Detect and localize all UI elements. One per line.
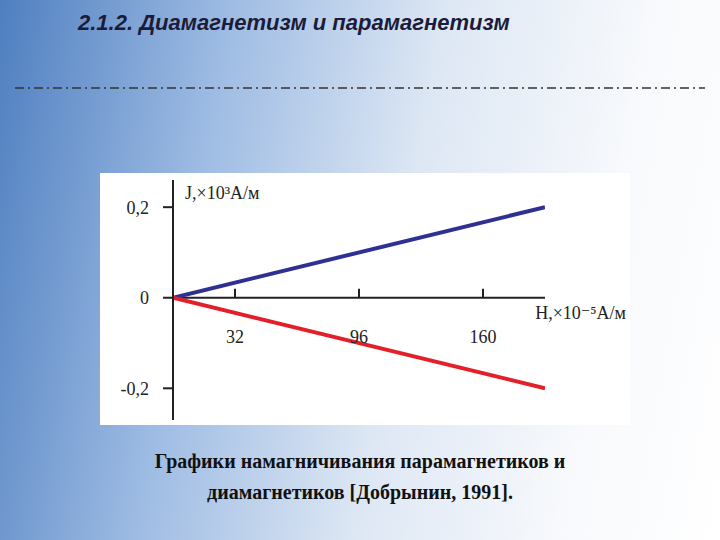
svg-text:96: 96	[350, 327, 368, 347]
svg-text:32: 32	[226, 327, 244, 347]
svg-text:0,2: 0,2	[127, 198, 150, 218]
html-text:J,×10³A/м: J,×10³A/м	[185, 183, 260, 203]
html-text:H,×10⁻⁵A/м: H,×10⁻⁵A/м	[535, 302, 626, 323]
svg-text:-0,2: -0,2	[121, 379, 150, 399]
html-text:2.1.2. Диамагнетизм и парамагн: 2.1.2. Диамагнетизм и парамагнетизм	[78, 10, 510, 35]
svg-text:0: 0	[140, 288, 149, 308]
svg-text:160: 160	[470, 327, 497, 347]
html-text:Графики намагничивания парамаг: Графики намагничивания парамагнетиков и …	[154, 450, 566, 503]
